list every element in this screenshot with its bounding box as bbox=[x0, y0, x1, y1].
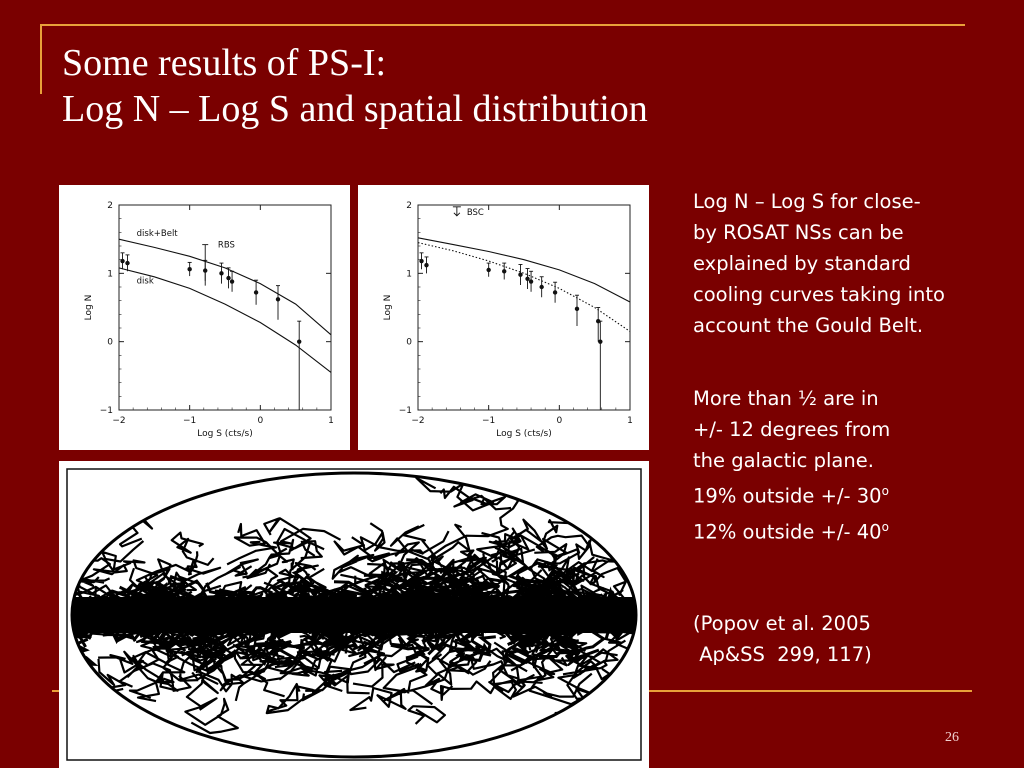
degree-mark: o bbox=[881, 519, 889, 534]
slide-title: Some results of PS-I: Log N – Log S and … bbox=[62, 40, 648, 132]
plane-tracks bbox=[72, 558, 636, 667]
y-tick-label: 0 bbox=[107, 338, 113, 348]
x-axis-label: Log S (cts/s) bbox=[197, 429, 252, 439]
annotation-disk-belt: disk+Belt bbox=[137, 229, 179, 239]
title-line-2: Log N – Log S and spatial distribution bbox=[62, 88, 648, 130]
y-tick-label: 2 bbox=[107, 201, 113, 211]
plot-frame bbox=[417, 204, 631, 411]
data-point bbox=[518, 272, 523, 277]
top-accent-line bbox=[40, 24, 965, 26]
text-line: cooling curves taking into bbox=[693, 283, 945, 306]
data-point bbox=[486, 267, 491, 273]
text-30deg: 19% outside +/- 30 bbox=[693, 484, 882, 508]
x-tick-label: −1 bbox=[482, 416, 495, 426]
left-accent-line bbox=[40, 24, 42, 94]
logn-logs-chart-2: −2 −1 0 1 −1 0 1 2 Log S (cts/s) Log N BSC bbox=[358, 185, 649, 450]
text-line-30deg: 19% outside +/- 30o bbox=[693, 476, 890, 512]
degree-mark: o bbox=[881, 484, 889, 498]
annotation-bsc: BSC bbox=[467, 208, 484, 218]
y-axis-label: Log N bbox=[383, 295, 393, 321]
data-point bbox=[125, 260, 130, 266]
y-tick-label: −1 bbox=[100, 406, 113, 416]
model-curve-diskbelt bbox=[118, 238, 332, 336]
data-point bbox=[226, 275, 231, 281]
x-tick-label: −2 bbox=[112, 416, 125, 426]
data-point bbox=[275, 297, 281, 302]
slide-number: 26 bbox=[945, 730, 959, 745]
x-tick-label: 0 bbox=[257, 416, 263, 426]
text-line: explained by standard bbox=[693, 252, 911, 275]
y-tick-label: 1 bbox=[107, 269, 113, 279]
data-point bbox=[502, 269, 507, 274]
data-point bbox=[596, 318, 601, 324]
text-line: by ROSAT NSs can be bbox=[693, 221, 904, 244]
text-line: Log N – Log S for close- bbox=[693, 190, 921, 213]
citation: (Popov et al. 2005 Ap&SS 299, 117) bbox=[693, 608, 872, 670]
text-line: +/- 12 degrees from bbox=[693, 418, 891, 441]
model-curve-disk bbox=[118, 267, 332, 373]
text-line: the galactic plane. bbox=[693, 449, 874, 472]
x-tick-label: 1 bbox=[328, 416, 334, 426]
data-point bbox=[229, 279, 235, 284]
bsc-arrow-icon bbox=[453, 206, 461, 217]
citation-line: Ap&SS 299, 117) bbox=[693, 643, 872, 666]
data-point bbox=[219, 271, 224, 276]
text-block-distribution: More than ½ are in +/- 12 degrees from t… bbox=[693, 383, 890, 547]
y-tick-label: −1 bbox=[399, 406, 412, 416]
x-tick-label: −2 bbox=[411, 416, 424, 426]
data-point bbox=[552, 290, 558, 295]
plot-frame bbox=[118, 204, 332, 411]
data-point bbox=[120, 258, 125, 264]
data-point bbox=[539, 284, 544, 290]
y-tick-label: 1 bbox=[406, 269, 412, 279]
text-line: account the Gould Belt. bbox=[693, 314, 924, 337]
x-axis-label: Log S (cts/s) bbox=[496, 429, 551, 439]
data-point bbox=[419, 258, 424, 264]
text-block-cooling: Log N – Log S for close- by ROSAT NSs ca… bbox=[693, 186, 945, 341]
citation-line: (Popov et al. 2005 bbox=[693, 612, 871, 635]
annotation-disk: disk bbox=[137, 277, 154, 287]
data-point bbox=[574, 306, 580, 312]
data-point bbox=[598, 339, 603, 344]
model-curve-dotted bbox=[417, 242, 631, 332]
sky-map-svg bbox=[66, 468, 642, 761]
data-point bbox=[253, 290, 259, 295]
data-point bbox=[525, 276, 530, 281]
y-axis-label: Log N bbox=[84, 295, 94, 321]
title-line-1: Some results of PS-I: bbox=[62, 42, 387, 84]
y-tick-label: 2 bbox=[406, 201, 412, 211]
galactic-sky-map bbox=[59, 461, 649, 768]
data-point bbox=[187, 267, 192, 272]
x-tick-label: −1 bbox=[183, 416, 196, 426]
map-frame bbox=[66, 468, 642, 761]
text-40deg: 12% outside +/- 40 bbox=[693, 520, 882, 543]
text-line: More than ½ are in bbox=[693, 387, 879, 410]
model-curve-solid bbox=[417, 237, 631, 303]
x-tick-label: 1 bbox=[627, 416, 633, 426]
data-point bbox=[297, 339, 302, 344]
x-tick-label: 0 bbox=[556, 416, 562, 426]
data-point bbox=[424, 262, 429, 268]
y-tick-label: 0 bbox=[406, 338, 412, 348]
data-point bbox=[528, 279, 534, 284]
text-line-40deg: 12% outside +/- 40o bbox=[693, 512, 890, 548]
annotation-rbs: RBS bbox=[218, 240, 235, 250]
trajectory-layer bbox=[72, 476, 636, 757]
